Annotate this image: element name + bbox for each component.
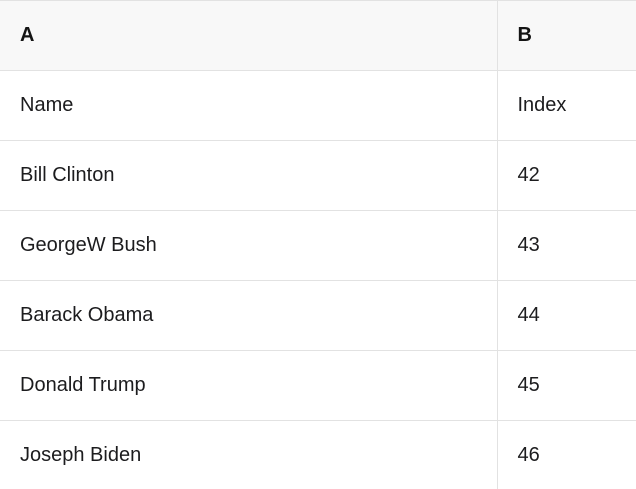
cell-index[interactable]: 43 (497, 210, 636, 281)
cell-index[interactable]: 45 (497, 350, 636, 421)
table-row: Barack Obama 44 (0, 280, 636, 351)
cell-index[interactable]: 44 (497, 280, 636, 351)
cell-name[interactable]: Joseph Biden (0, 420, 498, 489)
cell-index[interactable]: 46 (497, 420, 636, 489)
column-header-b[interactable]: B (497, 0, 636, 71)
cell-name[interactable]: Barack Obama (0, 280, 498, 351)
table-row: Donald Trump 45 (0, 350, 636, 421)
table-row: Name Index (0, 70, 636, 141)
cell-name-header[interactable]: Name (0, 70, 498, 141)
table-row: Joseph Biden 46 (0, 420, 636, 489)
cell-name[interactable]: GeorgeW Bush (0, 210, 498, 281)
cell-name[interactable]: Bill Clinton (0, 140, 498, 211)
table-row: Bill Clinton 42 (0, 140, 636, 211)
column-header-row: A B (0, 0, 636, 71)
cell-index-header[interactable]: Index (497, 70, 636, 141)
cell-index[interactable]: 42 (497, 140, 636, 211)
table-row: GeorgeW Bush 43 (0, 210, 636, 281)
cell-name[interactable]: Donald Trump (0, 350, 498, 421)
column-header-a[interactable]: A (0, 0, 498, 71)
